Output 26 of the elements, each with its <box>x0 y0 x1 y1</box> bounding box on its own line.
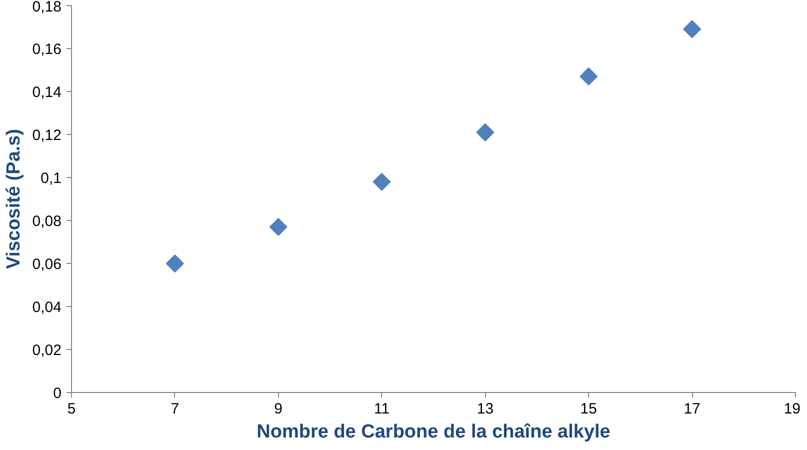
y-tick-label: 0,12 <box>32 127 62 144</box>
x-tick-label: 17 <box>684 400 700 418</box>
x-tick-label: 5 <box>67 400 76 418</box>
y-axis-title: Viscosité (Pa.s) <box>3 128 24 270</box>
point <box>683 20 702 38</box>
x-tick-label: 9 <box>274 400 283 418</box>
point <box>580 67 598 86</box>
y-tick-label: 0,04 <box>32 299 62 316</box>
y-tick-label: 0,14 <box>32 84 62 101</box>
y-tick-label: 0,1 <box>40 170 62 187</box>
y-tick-label: 0,16 <box>32 41 62 58</box>
point <box>166 254 184 272</box>
point <box>372 172 391 191</box>
point <box>269 218 288 236</box>
x-tick-label: 15 <box>580 400 597 418</box>
y-tick-label: 0,06 <box>32 256 62 273</box>
y-tick-label: 0,18 <box>32 0 62 16</box>
x-tick-label: 19 <box>784 400 801 418</box>
y-tick-label: 0,02 <box>32 342 62 359</box>
y-tick-label: 0 <box>53 385 62 402</box>
x-tick-label: 7 <box>170 400 180 418</box>
x-tick-label: 13 <box>476 400 494 418</box>
point <box>476 123 494 142</box>
x-axis-title: Nombre de Carbone de la chaîne alkyle <box>256 422 610 442</box>
y-tick-label: 0,08 <box>32 213 62 230</box>
x-tick-label: 11 <box>374 400 390 418</box>
